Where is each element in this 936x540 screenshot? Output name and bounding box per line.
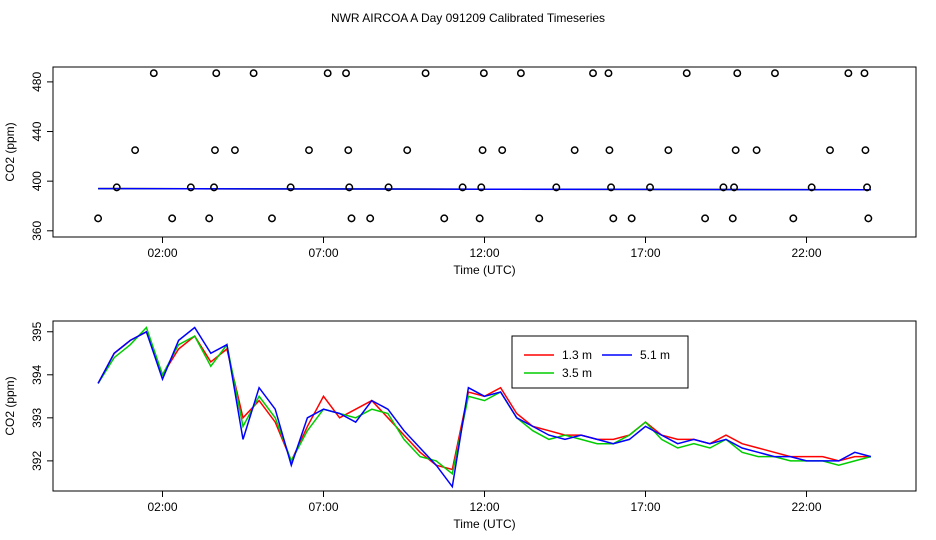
data-point: [863, 183, 872, 192]
legend-label: 1.3 m: [562, 348, 592, 362]
y-tick-label: 440: [30, 121, 44, 141]
data-point: [479, 69, 488, 78]
data-point: [477, 183, 486, 192]
data-point: [589, 69, 597, 78]
data-point: [498, 146, 507, 155]
x-tick-label: 07:00: [308, 246, 338, 260]
data-point: [682, 69, 691, 78]
x-tick-label: 02:00: [147, 500, 177, 514]
data-point: [384, 183, 393, 192]
data-point: [268, 214, 276, 223]
data-point: [212, 69, 221, 78]
legend-label: 3.5 m: [562, 366, 592, 380]
y-tick-label: 392: [30, 451, 44, 471]
data-point: [186, 183, 195, 192]
data-point: [552, 183, 561, 192]
data-point: [345, 183, 354, 192]
data-point: [478, 146, 487, 155]
data-point: [168, 214, 177, 223]
x-tick-label: 22:00: [791, 246, 821, 260]
x-tick-label: 02:00: [147, 246, 177, 260]
y-tick-label: 394: [30, 364, 44, 384]
data-point: [205, 214, 214, 223]
data-point: [728, 214, 737, 223]
y-tick-label: 393: [30, 408, 44, 428]
data-point: [730, 183, 739, 192]
data-point: [403, 146, 412, 155]
data-point: [864, 214, 873, 223]
data-point: [807, 183, 816, 192]
data-point: [286, 183, 295, 192]
data-point: [861, 146, 870, 155]
legend-label: 5.1 m: [640, 348, 670, 362]
data-point: [421, 69, 430, 78]
data-point: [771, 69, 779, 78]
data-point: [440, 214, 449, 223]
data-point: [210, 183, 218, 192]
data-point: [305, 146, 313, 155]
data-point: [719, 183, 728, 192]
panel-bottom-timeseries: 02:00 07:00 12:00 17:00 22:00 392 393 394 395 Tim…: [3, 320, 917, 531]
data-point: [249, 69, 258, 78]
data-point: [211, 146, 219, 155]
data-point: [701, 214, 710, 223]
x-tick-label: 22:00: [791, 500, 821, 514]
y-tick-label: 360: [30, 220, 44, 240]
data-point: [516, 69, 525, 78]
x-tick-label: 07:00: [308, 500, 338, 514]
data-point: [149, 69, 158, 78]
data-point: [94, 214, 103, 223]
data-point: [366, 214, 375, 223]
data-point: [752, 146, 761, 155]
x-tick-label: 17:00: [630, 246, 660, 260]
data-point: [347, 214, 356, 223]
x-tick-label: 12:00: [469, 246, 499, 260]
x-tick-label: 12:00: [469, 500, 499, 514]
data-point: [230, 146, 239, 155]
data-point: [604, 69, 613, 78]
data-point: [731, 146, 740, 155]
data-point: [627, 214, 636, 223]
data-point: [475, 214, 484, 223]
data-point: [570, 146, 579, 155]
data-point: [458, 183, 467, 192]
legend: 1.3 m 5.1 m 3.5 m: [511, 335, 689, 389]
data-point: [607, 183, 616, 192]
x-axis-label: Time (UTC): [453, 263, 515, 277]
data-point: [112, 183, 121, 192]
panel-top-scatter: 02:00 07:00 12:00 17:00 22:00 360 400 440 480 Tim…: [3, 66, 917, 277]
data-point: [860, 69, 869, 78]
data-point: [609, 214, 618, 223]
data-point: [344, 146, 353, 155]
data-point: [789, 214, 798, 223]
x-axis-label: Time (UTC): [453, 517, 515, 531]
y-tick-label: 395: [30, 321, 44, 341]
data-point: [605, 146, 614, 155]
y-tick-label: 480: [30, 72, 44, 92]
y-axis-label: CO2 (ppm): [3, 122, 17, 181]
data-point: [323, 69, 332, 78]
data-point: [664, 146, 673, 155]
legend-box: [511, 335, 689, 389]
data-point: [733, 69, 742, 78]
data-point: [131, 146, 140, 155]
y-axis-label: CO2 (ppm): [3, 376, 17, 435]
x-tick-label: 17:00: [630, 500, 660, 514]
data-point: [342, 69, 350, 78]
data-point: [826, 146, 834, 155]
series-line-5-1m: [97, 326, 872, 489]
y-tick-label: 400: [30, 171, 44, 191]
chart-title: NWR AIRCOA A Day 091209 Calibrated Times…: [331, 11, 605, 25]
data-point: [646, 183, 654, 192]
data-point: [844, 69, 853, 78]
data-point: [535, 214, 544, 223]
